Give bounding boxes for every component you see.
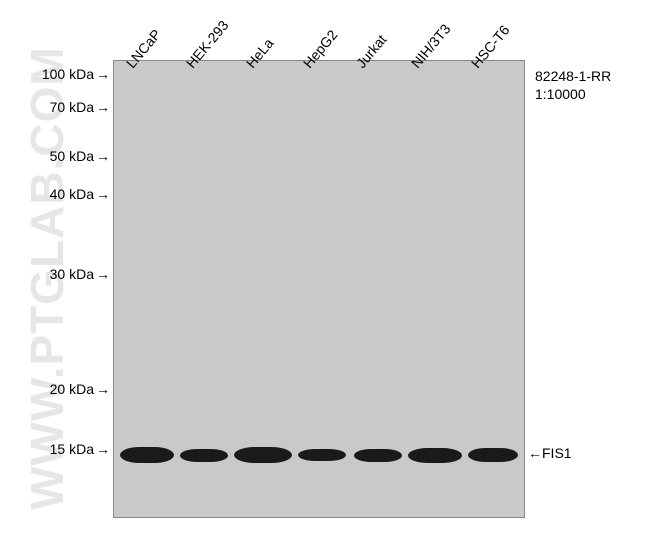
arrow-right-icon: → (96, 266, 110, 282)
mw-value: 40 kDa (50, 186, 94, 202)
protein-band (180, 449, 228, 462)
protein-band (298, 449, 346, 461)
arrow-right-icon: → (96, 441, 110, 457)
arrow-right-icon: → (96, 99, 110, 115)
antibody-dilution: 1:10000 (535, 85, 611, 103)
protein-band (120, 447, 174, 463)
mw-value: 100 kDa (42, 66, 94, 82)
mw-marker-label: 70 kDa→ (50, 99, 110, 115)
mw-marker-label: 40 kDa→ (50, 186, 110, 202)
antibody-catalog-number: 82248-1-RR (535, 67, 611, 85)
mw-value: 20 kDa (50, 381, 94, 397)
protein-band (468, 448, 518, 462)
mw-marker-label: 50 kDa→ (50, 148, 110, 164)
protein-band (354, 449, 402, 462)
arrow-right-icon: → (96, 186, 110, 202)
protein-band (408, 448, 462, 463)
arrow-right-icon: → (96, 381, 110, 397)
mw-marker-label: 15 kDa→ (50, 441, 110, 457)
mw-value: 30 kDa (50, 266, 94, 282)
mw-value: 70 kDa (50, 99, 94, 115)
target-band-label: ←FIS1 (528, 445, 572, 461)
target-arrow-icon: ← (528, 445, 542, 461)
antibody-info: 82248-1-RR1:10000 (535, 67, 611, 103)
mw-value: 50 kDa (50, 148, 94, 164)
arrow-right-icon: → (96, 66, 110, 82)
protein-band (234, 447, 292, 463)
arrow-right-icon: → (96, 148, 110, 164)
mw-marker-label: 30 kDa→ (50, 266, 110, 282)
mw-value: 15 kDa (50, 441, 94, 457)
mw-marker-label: 20 kDa→ (50, 381, 110, 397)
target-protein-name: FIS1 (542, 445, 572, 461)
mw-marker-label: 100 kDa→ (42, 66, 110, 82)
blot-figure: WWW.PTGLAB.COM LNCaPHEK-293HeLaHepG2Jurk… (0, 0, 650, 534)
